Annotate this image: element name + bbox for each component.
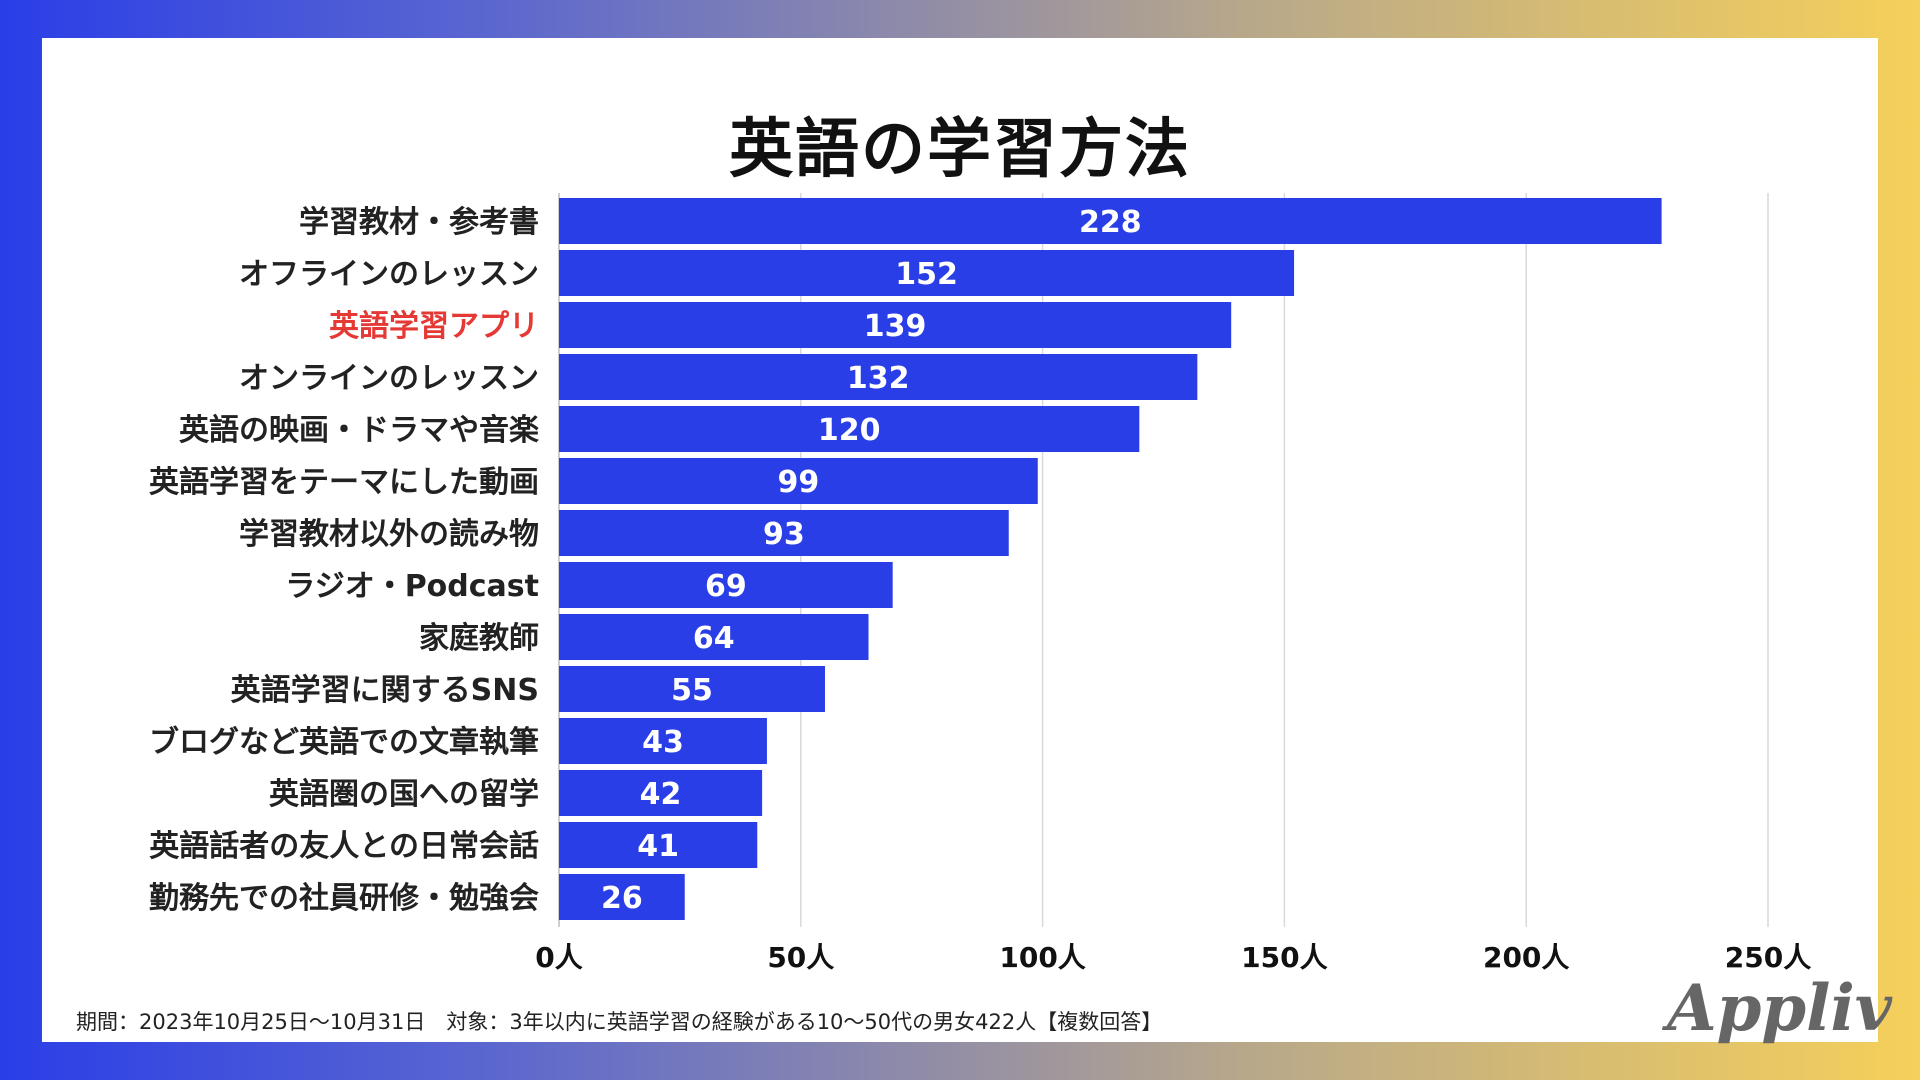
bar bbox=[559, 458, 1038, 504]
x-tick-label: 0人 bbox=[535, 941, 582, 974]
category-label: 英語学習アプリ bbox=[329, 309, 539, 344]
appliv-logo: Appliv bbox=[1667, 971, 1892, 1046]
bar bbox=[559, 770, 763, 816]
category-label: オフラインのレッスン bbox=[239, 257, 539, 292]
bar-value-label: 41 bbox=[637, 829, 679, 864]
bar bbox=[559, 614, 869, 660]
category-label: 学習教材以外の読み物 bbox=[239, 517, 539, 552]
category-label: オンラインのレッスン bbox=[239, 361, 539, 396]
category-label: 英語圏の国への留学 bbox=[269, 777, 539, 812]
bar-value-label: 55 bbox=[671, 673, 713, 708]
bar-value-label: 26 bbox=[601, 881, 643, 916]
bar bbox=[559, 562, 893, 608]
bar-value-label: 99 bbox=[778, 465, 820, 500]
category-label: ブログなど英語での文章執筆 bbox=[149, 725, 539, 760]
x-tick-label: 100人 bbox=[999, 941, 1085, 974]
bar-value-label: 93 bbox=[763, 517, 805, 552]
category-label: 勤務先での社員研修・勉強会 bbox=[149, 881, 539, 916]
chart-card: 英語の学習方法 0人 50人 100人 150人 200人 250人 228 学習教材・参考書… bbox=[42, 38, 1892, 1046]
bar-value-label: 228 bbox=[1079, 205, 1142, 240]
x-tick-label: 50人 bbox=[767, 941, 834, 974]
bar-value-label: 120 bbox=[818, 413, 881, 448]
chart-title: 英語の学習方法 bbox=[729, 113, 1191, 187]
category-label: 英語学習をテーマにした動画 bbox=[149, 465, 539, 500]
x-tick-label: 200人 bbox=[1483, 941, 1569, 974]
x-tick-label: 250人 bbox=[1725, 941, 1811, 974]
bar-value-label: 139 bbox=[864, 309, 927, 344]
bar bbox=[559, 250, 1295, 296]
category-label: 家庭教師 bbox=[419, 621, 539, 656]
bar bbox=[559, 822, 758, 868]
bar-chart: 0人 50人 100人 150人 200人 250人 228 学習教材・参考書 152 オフライン… bbox=[149, 193, 1811, 974]
bar bbox=[559, 510, 1009, 556]
bar-value-label: 152 bbox=[895, 257, 958, 292]
category-label: 英語話者の友人との日常会話 bbox=[149, 829, 539, 864]
bar bbox=[559, 718, 767, 764]
x-tick-label: 150人 bbox=[1241, 941, 1327, 974]
bar-value-label: 69 bbox=[705, 569, 747, 604]
category-label: ラジオ・Podcast bbox=[285, 569, 539, 604]
bar-value-label: 43 bbox=[642, 725, 684, 760]
bar-value-label: 132 bbox=[847, 361, 910, 396]
bar bbox=[559, 302, 1232, 348]
bar-value-label: 42 bbox=[640, 777, 682, 812]
bar bbox=[559, 198, 1662, 244]
bar bbox=[559, 354, 1198, 400]
footnote: 期間：2023年10月25日〜10月31日 対象：3年以内に英語学習の経験がある… bbox=[76, 1010, 1163, 1034]
category-label: 英語の映画・ドラマや音楽 bbox=[179, 413, 539, 448]
bar bbox=[559, 406, 1140, 452]
bar bbox=[559, 874, 685, 920]
bar bbox=[559, 666, 825, 712]
category-label: 英語学習に関するSNS bbox=[231, 673, 539, 708]
bar-value-label: 64 bbox=[693, 621, 735, 656]
category-label: 学習教材・参考書 bbox=[299, 205, 539, 240]
